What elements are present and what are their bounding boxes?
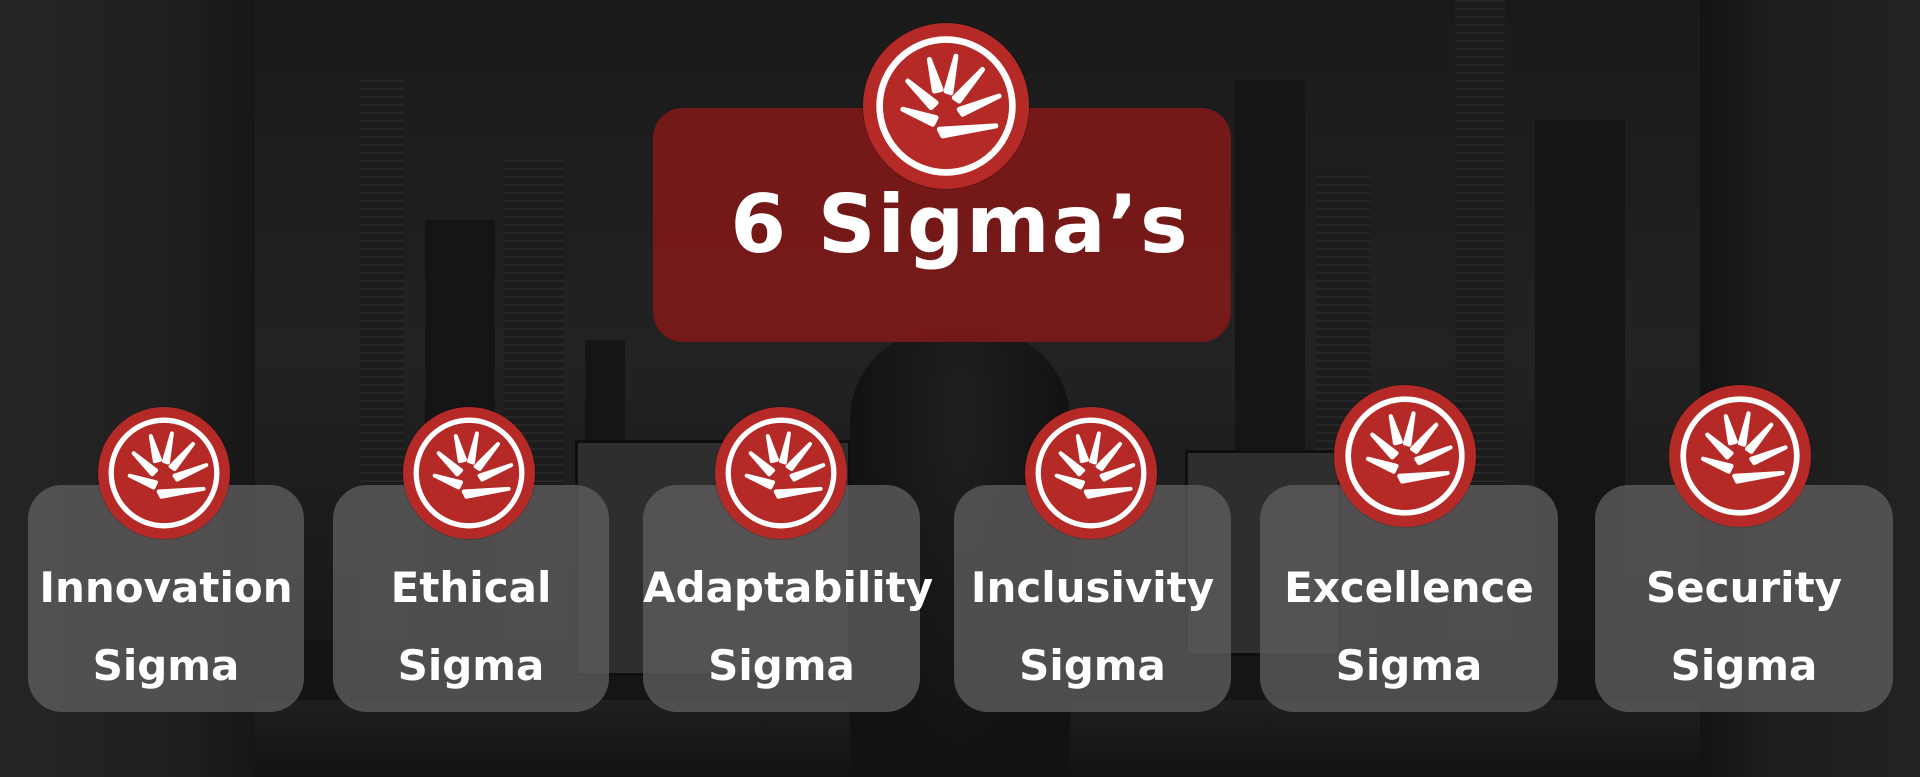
- fan-emblem: [725, 417, 837, 529]
- fan-emblem: [1035, 417, 1147, 529]
- fan-logo-icon: [403, 407, 535, 539]
- fan-logo-icon: [1669, 385, 1811, 527]
- fan-emblem: [876, 36, 1016, 176]
- page-title: 6 Sigma’s: [730, 178, 1190, 271]
- sigma-label-innovation: Innovation Sigma: [39, 563, 293, 690]
- sigma-label-inclusivity: Inclusivity Sigma: [970, 563, 1215, 690]
- fan-emblem: [1680, 396, 1800, 516]
- sigma-label-ethical: Ethical Sigma: [390, 563, 552, 690]
- fan-emblem: [1345, 396, 1465, 516]
- fan-logo-icon: [863, 23, 1029, 189]
- fan-logo-icon: [715, 407, 847, 539]
- fan-logo-icon: [98, 407, 230, 539]
- sigma-label-adaptability: Adaptability Sigma: [643, 563, 934, 690]
- fan-logo-icon: [1025, 407, 1157, 539]
- fan-emblem: [108, 417, 220, 529]
- fan-logo-icon: [1334, 385, 1476, 527]
- fan-emblem: [413, 417, 525, 529]
- sigma-label-excellence: Excellence Sigma: [1284, 563, 1534, 690]
- sigma-label-security: Security Sigma: [1645, 563, 1843, 690]
